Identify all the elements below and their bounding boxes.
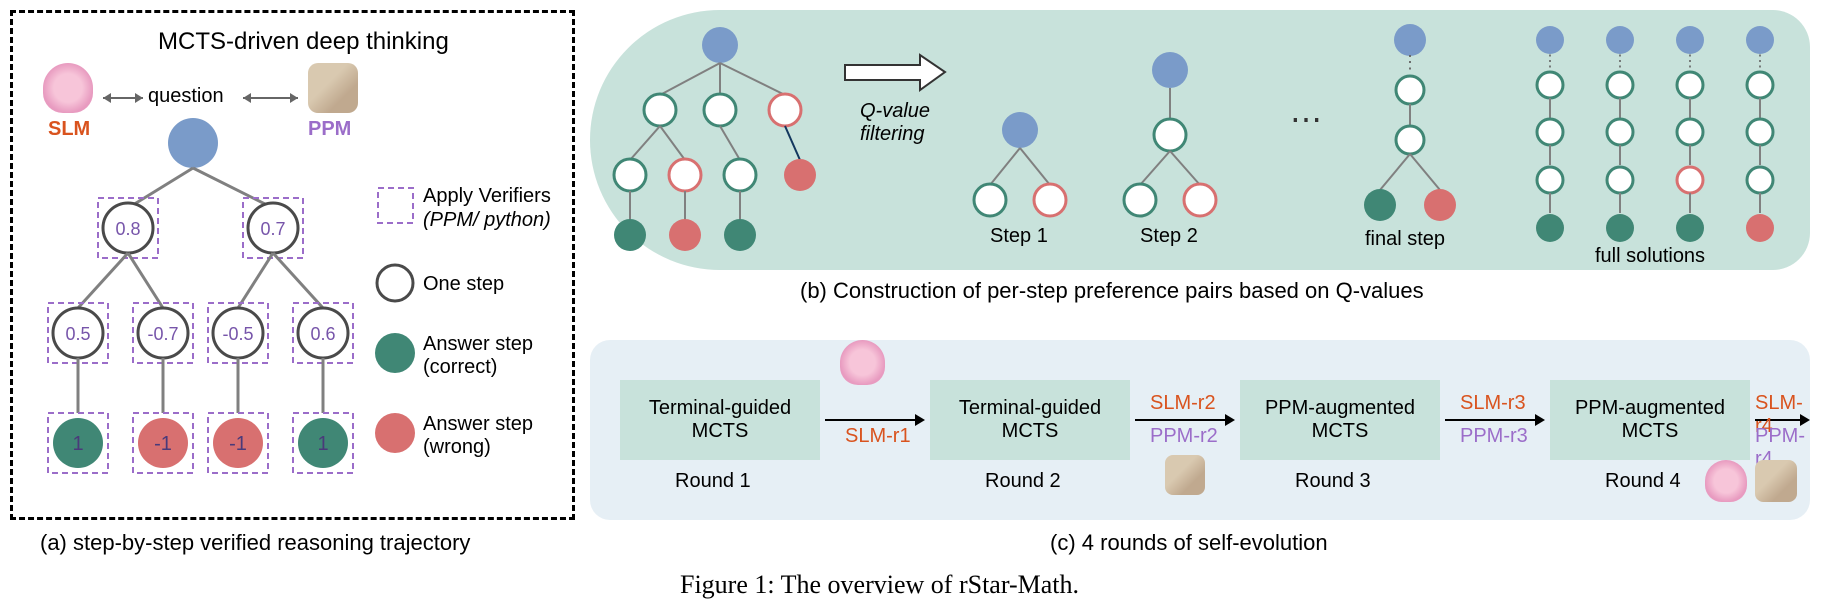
legend-verifiers: Apply Verifiers — [423, 185, 551, 208]
svg-text:1: 1 — [317, 433, 328, 455]
svg-text:⋮: ⋮ — [1612, 53, 1628, 70]
step1-label: Step 1 — [990, 225, 1048, 248]
panel-c-container: Terminal-guided MCTS Terminal-guided MCT… — [590, 340, 1810, 520]
ppm-r2-icon — [1165, 455, 1205, 495]
legend-onestep: One step — [423, 273, 504, 296]
root-node — [168, 118, 218, 168]
svg-text:0.6: 0.6 — [310, 324, 335, 344]
figure-caption: Figure 1: The overview of rStar-Math. — [680, 570, 1079, 600]
svg-text:-0.5: -0.5 — [222, 324, 253, 344]
svg-text:-1: -1 — [229, 433, 247, 455]
llama-r1-icon — [840, 340, 885, 385]
full-solutions: ⋮ ⋮ ⋮ ⋮ — [1536, 26, 1774, 242]
panel-b-caption: (b) Construction of per-step preference … — [800, 278, 1424, 304]
svg-text:0.8: 0.8 — [115, 219, 140, 239]
slm-r1: SLM-r1 — [845, 425, 911, 448]
finalstep-label: final step — [1365, 228, 1445, 251]
svg-text:⋮: ⋮ — [1542, 53, 1558, 70]
panel-c-caption: (c) 4 rounds of self-evolution — [1050, 530, 1328, 556]
ppm-r3: PPM-r3 — [1460, 425, 1528, 448]
panel-a-container: MCTS-driven deep thinking SLM PPM questi… — [10, 10, 575, 520]
fullsol-label: full solutions — [1595, 245, 1705, 268]
slm-r2: SLM-r2 — [1150, 392, 1216, 415]
svg-text:⋮: ⋮ — [1401, 52, 1419, 72]
panel-b-svg: ⋯ ⋮ ⋮ ⋮ — [590, 10, 1810, 270]
legend-correct: Answer step (correct) — [423, 333, 572, 379]
svg-text:⋯: ⋯ — [1290, 101, 1322, 137]
svg-text:0.5: 0.5 — [65, 324, 90, 344]
svg-text:0.7: 0.7 — [260, 219, 285, 239]
filter-label: Q-value filtering — [860, 100, 950, 146]
slm-r3: SLM-r3 — [1460, 392, 1526, 415]
panel-a-caption: (a) step-by-step verified reasoning traj… — [40, 530, 470, 556]
legend-verifiers-sub: (PPM/ python) — [423, 209, 551, 232]
svg-text:-1: -1 — [154, 433, 172, 455]
ppm-r4-icon — [1755, 460, 1797, 502]
step2-label: Step 2 — [1140, 225, 1198, 248]
legend-wrong: Answer step (wrong) — [423, 413, 572, 459]
svg-text:⋮: ⋮ — [1752, 53, 1768, 70]
svg-text:⋮: ⋮ — [1682, 53, 1698, 70]
ppm-r2: PPM-r2 — [1150, 425, 1218, 448]
llama-r4-icon — [1705, 460, 1747, 502]
panel-b-container: ⋯ ⋮ ⋮ ⋮ — [590, 10, 1810, 270]
svg-text:1: 1 — [72, 433, 83, 455]
svg-text:-0.7: -0.7 — [147, 324, 178, 344]
